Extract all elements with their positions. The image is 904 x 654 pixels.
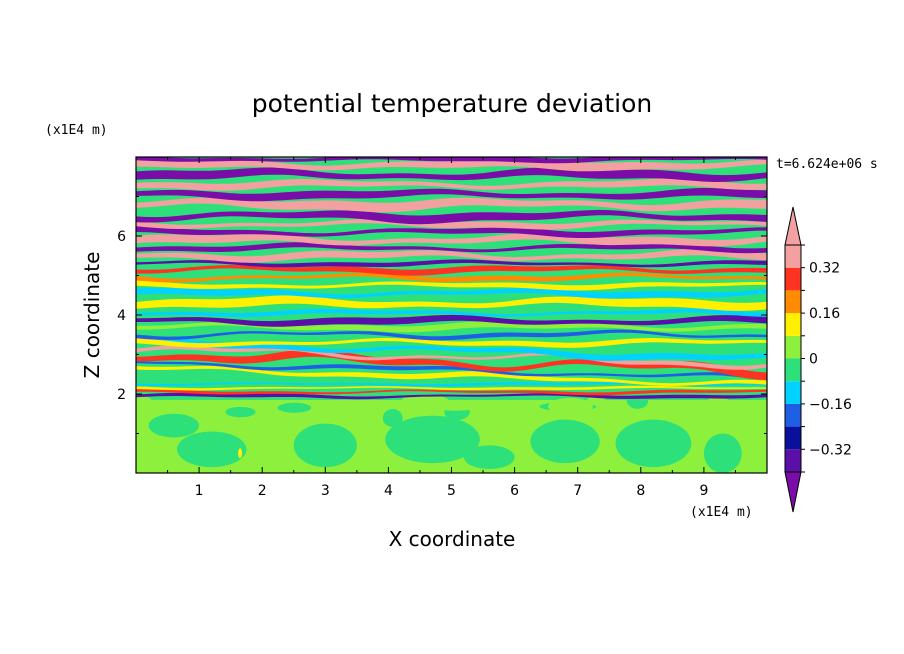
field-patch (277, 402, 312, 413)
x-unit-label: (x1E4 m) (690, 505, 753, 520)
colorbar-max-arrow (784, 206, 802, 246)
colorbar-segment (785, 267, 801, 291)
field-layer (136, 329, 767, 341)
x-tick-label: 5 (447, 483, 456, 499)
field-patch (615, 419, 692, 468)
field-patch (464, 445, 515, 470)
field-layer (136, 295, 767, 311)
chart-title: potential temperature deviation (252, 89, 652, 118)
field-layer (136, 392, 767, 400)
x-tick-label: 2 (258, 483, 267, 499)
field-layer (136, 265, 767, 276)
field-layer (136, 272, 767, 283)
time-label: t=6.624e+06 s (776, 157, 878, 172)
x-tick-label: 6 (510, 483, 519, 499)
field-patch (322, 404, 370, 414)
contour-field (136, 157, 767, 473)
x-tick-label: 4 (384, 483, 393, 499)
field-layer (136, 287, 767, 299)
colorbar-segment (785, 449, 801, 472)
y-tick-label: 4 (117, 308, 126, 324)
field-layer (136, 167, 767, 182)
field-layer (136, 218, 767, 230)
colorbar-min-arrow (784, 471, 802, 513)
colorbar-label: −0.32 (809, 442, 852, 458)
field-layer (136, 197, 767, 213)
x-ticks: 1 2 3 4 5 6 7 8 9 (167, 157, 736, 499)
field-layer (136, 382, 767, 387)
field-patch (225, 406, 256, 418)
x-axis-title: X coordinate (389, 527, 516, 551)
colorbar-segment (785, 403, 801, 427)
field-patch (382, 409, 403, 427)
field-patch (703, 433, 742, 473)
field-layer (136, 348, 767, 381)
colorbar-label: 0.16 (809, 306, 840, 322)
field-patch (530, 419, 600, 464)
y-ticks: 2 4 6 (117, 196, 767, 434)
field-patch (385, 415, 480, 464)
x-tick-label: 3 (321, 483, 330, 499)
field-layer (136, 308, 767, 318)
colorbar-segment (785, 335, 801, 359)
field-layer (136, 187, 767, 202)
field-patch (548, 397, 593, 415)
field-layer (136, 321, 767, 333)
y-tick-label: 6 (117, 229, 126, 245)
field-layer (136, 336, 767, 361)
field-patch (293, 423, 357, 468)
x-tick-label: 8 (636, 483, 645, 499)
field-layer (136, 360, 767, 381)
colorbar-label: 0 (809, 352, 818, 368)
field-layer (136, 388, 767, 396)
colorbar-segment (785, 313, 801, 336)
field-layer (136, 248, 767, 263)
colorbar-segment (785, 381, 801, 404)
x-tick-label: 7 (573, 483, 582, 499)
field-layer (136, 209, 767, 225)
field-layer (136, 158, 767, 172)
field-layer (136, 225, 767, 238)
field-patch (238, 448, 243, 459)
field-layer (136, 314, 767, 327)
field-layer (136, 178, 767, 191)
colorbar-segment (785, 426, 801, 450)
colorbar-segment (785, 358, 801, 382)
field-patch (706, 396, 730, 409)
colorbar-label: 0.32 (809, 261, 840, 277)
colorbar-segment (785, 290, 801, 314)
field-layer (136, 385, 767, 391)
y-tick-label: 2 (117, 387, 126, 403)
y-unit-label: (x1E4 m) (45, 123, 108, 138)
colorbar: 0.32 0.16 0 −0.16 −0.32 (784, 206, 852, 513)
field-patch (423, 399, 487, 411)
field-layer (136, 232, 767, 247)
colorbar-segment (785, 245, 801, 268)
field-layer (136, 366, 767, 386)
field-patch (626, 392, 649, 409)
field-patch (148, 413, 200, 438)
field-layer (136, 259, 767, 268)
field-patch (177, 431, 247, 468)
x-tick-label: 9 (699, 483, 708, 499)
x-tick-label: 1 (195, 483, 204, 499)
field-patch (136, 395, 152, 405)
field-layer (136, 280, 767, 291)
field-patch (586, 396, 606, 406)
colorbar-label: −0.16 (809, 397, 852, 413)
field-layer (136, 345, 767, 370)
field-layer (136, 337, 767, 348)
y-axis-title: Z coordinate (80, 252, 104, 379)
